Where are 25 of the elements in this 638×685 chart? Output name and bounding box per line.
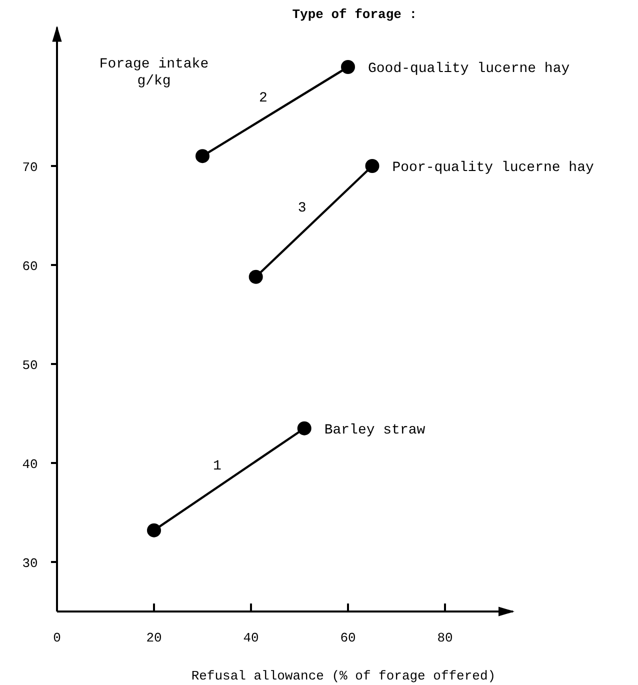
series-label: Poor-quality lucerne hay bbox=[392, 160, 594, 176]
x-axis-title: Refusal allowance (% of forage offered) bbox=[191, 668, 496, 684]
y-axis-title: Forage intake g/kg bbox=[99, 56, 209, 90]
point bbox=[147, 523, 161, 538]
y-tick-label: 60 bbox=[22, 259, 38, 274]
point bbox=[365, 159, 380, 173]
series-label: Good-quality lucerne hay bbox=[368, 61, 570, 77]
x-tick-label: 20 bbox=[146, 630, 162, 646]
point bbox=[297, 421, 312, 436]
legend-title: Type of forage : bbox=[292, 7, 418, 22]
point bbox=[341, 60, 355, 74]
y-tick-label: 40 bbox=[22, 457, 38, 472]
y-tick-label: 70 bbox=[22, 160, 38, 175]
annotation: 3 bbox=[298, 200, 306, 216]
x-tick-label: 80 bbox=[437, 630, 453, 646]
x-tick-label: 40 bbox=[243, 630, 259, 646]
annotation: 2 bbox=[259, 90, 268, 107]
y-tick-label: 30 bbox=[22, 556, 38, 571]
y-tick-label: 50 bbox=[22, 358, 38, 373]
point bbox=[248, 270, 263, 284]
series-label: Barley straw bbox=[324, 422, 426, 438]
x-tick-label: 60 bbox=[340, 630, 356, 646]
point bbox=[196, 149, 210, 164]
x-tick-label: 0 bbox=[53, 630, 61, 646]
annotation: 1 bbox=[212, 458, 222, 474]
